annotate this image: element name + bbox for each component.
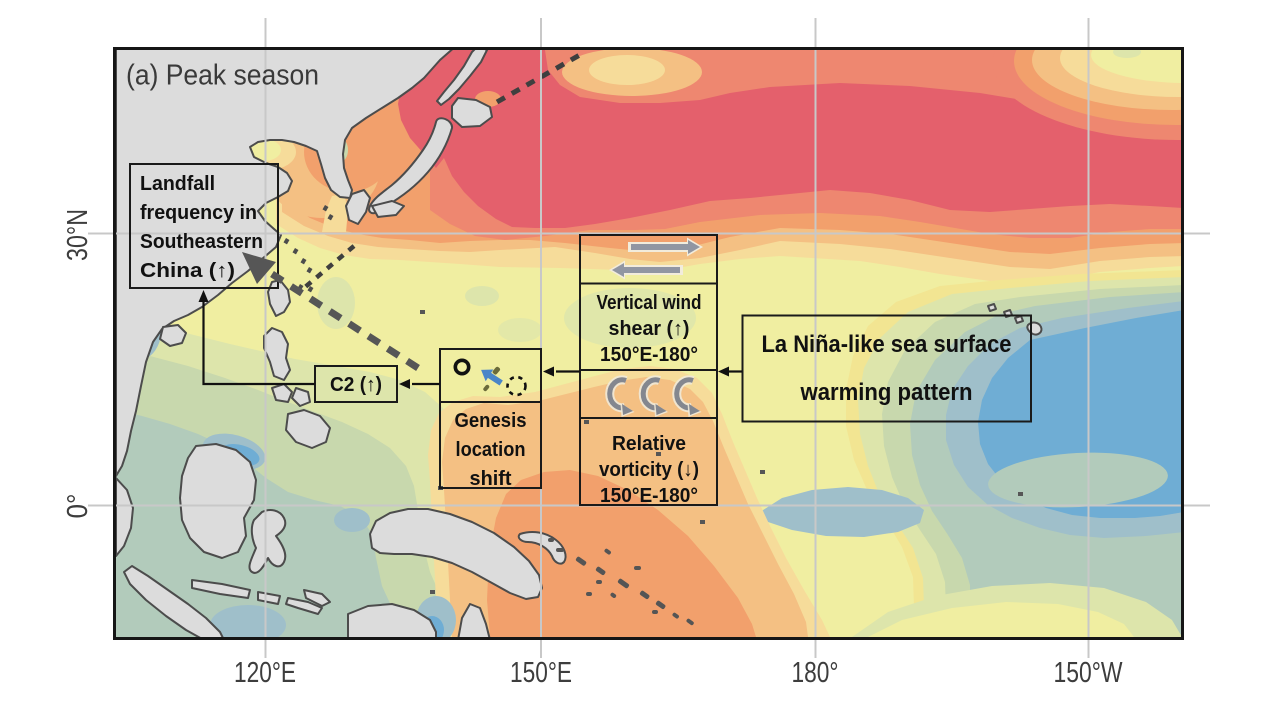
svg-text:warming pattern: warming pattern (800, 379, 973, 406)
svg-text:120°E: 120°E (234, 657, 296, 689)
svg-text:shift: shift (470, 468, 512, 490)
svg-text:150°E-180°: 150°E-180° (600, 344, 698, 366)
svg-text:La Niña-like sea surface: La Niña-like sea surface (762, 331, 1012, 358)
svg-text:(a) Peak season: (a) Peak season (126, 60, 319, 92)
svg-text:Relative: Relative (612, 433, 686, 455)
svg-text:30°N: 30°N (62, 209, 94, 261)
svg-text:shear (↑): shear (↑) (609, 318, 690, 340)
svg-text:180°: 180° (792, 657, 839, 689)
svg-text:C2 (↑): C2 (↑) (330, 374, 382, 396)
svg-text:Genesis: Genesis (455, 410, 527, 432)
svg-text:vorticity (↓): vorticity (↓) (599, 459, 699, 481)
svg-text:Vertical wind: Vertical wind (597, 292, 702, 314)
svg-text:150°W: 150°W (1054, 657, 1123, 689)
svg-text:0°: 0° (62, 494, 94, 519)
svg-text:150°E-180°: 150°E-180° (600, 485, 698, 507)
svg-text:150°E: 150°E (510, 657, 572, 689)
svg-text:Landfall: Landfall (140, 173, 215, 195)
svg-text:China (↑): China (↑) (140, 260, 235, 282)
svg-text:location: location (456, 439, 526, 461)
svg-text:frequency in: frequency in (140, 202, 257, 224)
svg-text:Southeastern: Southeastern (140, 231, 263, 253)
